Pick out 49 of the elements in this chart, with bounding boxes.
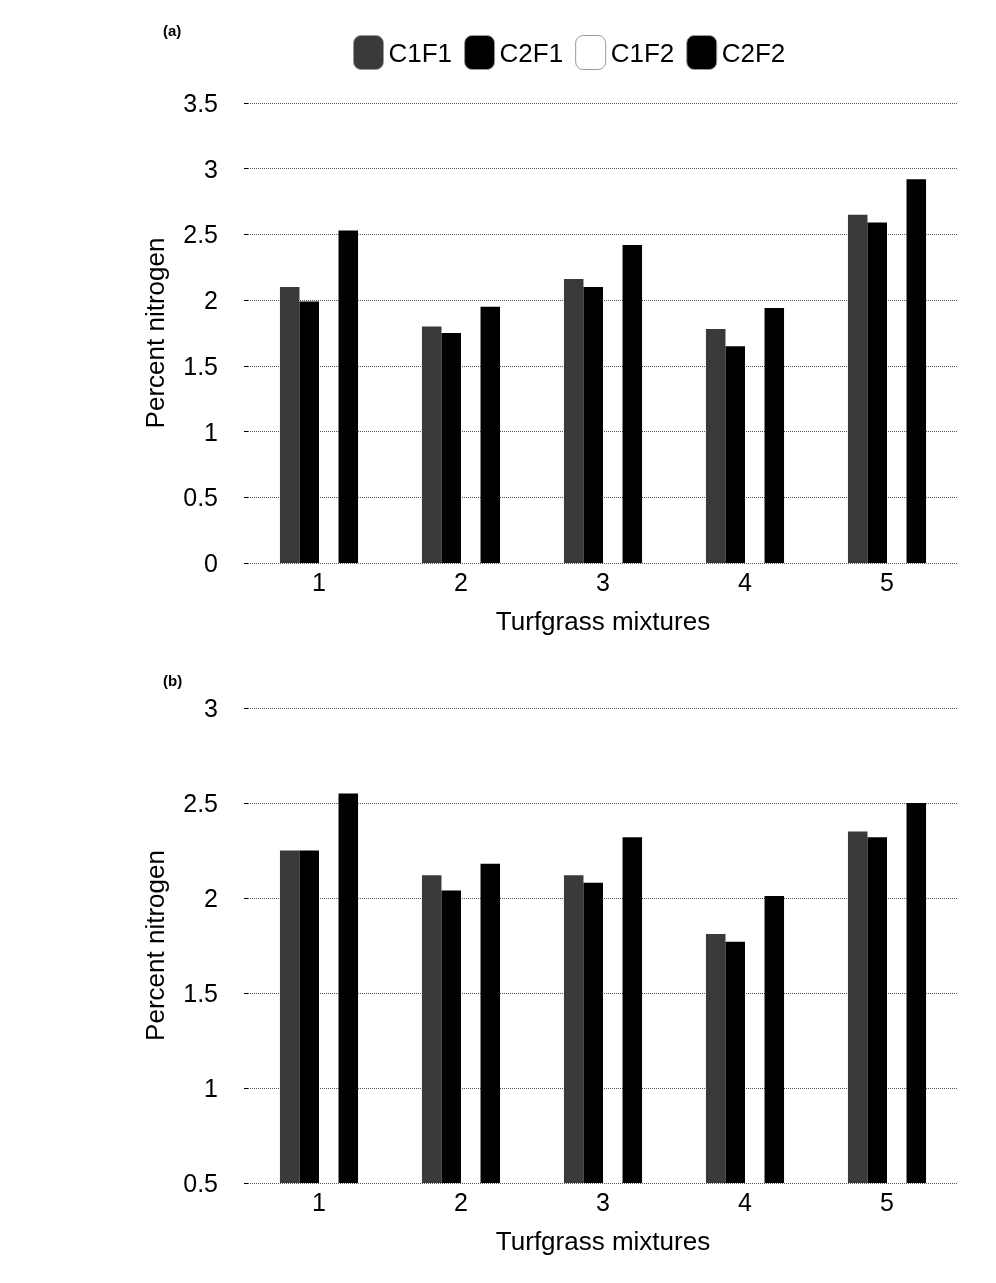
y-axis-title: Percent nitrogen bbox=[140, 237, 170, 429]
x-tick-label: 3 bbox=[596, 1187, 610, 1216]
x-axis-title: Turfgrass mixtures bbox=[495, 606, 711, 636]
bar bbox=[480, 306, 501, 563]
y-tick-label: 0.5 bbox=[183, 483, 218, 512]
legend-label: C2F1 bbox=[499, 37, 564, 68]
y-tick-label: 1 bbox=[204, 417, 218, 446]
y-tick-label: 2 bbox=[204, 884, 218, 912]
bar bbox=[279, 287, 300, 563]
x-tick-label: 3 bbox=[596, 567, 610, 596]
x-tick-label: 2 bbox=[454, 567, 468, 596]
y-tick-label: 0 bbox=[204, 549, 218, 577]
y-tick-label: 1.5 bbox=[183, 351, 218, 380]
x-tick-label: 1 bbox=[312, 567, 326, 596]
x-tick-label: 4 bbox=[738, 1187, 753, 1216]
bar bbox=[906, 179, 927, 563]
bar bbox=[705, 329, 726, 563]
bar bbox=[867, 222, 887, 563]
bar bbox=[583, 287, 603, 563]
bar bbox=[847, 214, 868, 563]
bar bbox=[441, 333, 461, 563]
y-axis-title: Percent nitrogen bbox=[140, 850, 170, 1041]
y-tick-label: 3.5 bbox=[183, 89, 218, 117]
chart-title: (a) bbox=[163, 22, 182, 39]
x-tick-label: 1 bbox=[312, 1187, 326, 1216]
bar bbox=[563, 279, 584, 563]
bar bbox=[725, 346, 745, 563]
x-tick-label: 2 bbox=[454, 1187, 468, 1216]
chart-title: (b) bbox=[163, 672, 183, 689]
y-tick-label: 2 bbox=[204, 286, 218, 315]
x-tick-label: 5 bbox=[880, 567, 894, 596]
legend-label: C1F2 bbox=[610, 37, 675, 68]
bar bbox=[622, 244, 643, 563]
y-tick-label: 1.5 bbox=[183, 979, 218, 1007]
bar bbox=[338, 230, 359, 563]
x-axis-title: Turfgrass mixtures bbox=[495, 1226, 711, 1256]
y-tick-label: 0.5 bbox=[183, 1169, 218, 1197]
y-tick-label: 3 bbox=[204, 694, 218, 722]
y-tick-label: 2.5 bbox=[183, 220, 218, 249]
bar bbox=[764, 308, 785, 563]
legend-label: C1F1 bbox=[388, 37, 453, 68]
x-tick-label: 5 bbox=[880, 1187, 894, 1216]
y-tick-label: 1 bbox=[204, 1074, 218, 1102]
legend-label: C2F2 bbox=[721, 37, 786, 68]
bar bbox=[421, 326, 442, 563]
y-tick-label: 2.5 bbox=[183, 789, 218, 817]
y-tick-label: 3 bbox=[204, 154, 218, 183]
x-tick-label: 4 bbox=[738, 567, 753, 596]
bar bbox=[299, 301, 319, 563]
